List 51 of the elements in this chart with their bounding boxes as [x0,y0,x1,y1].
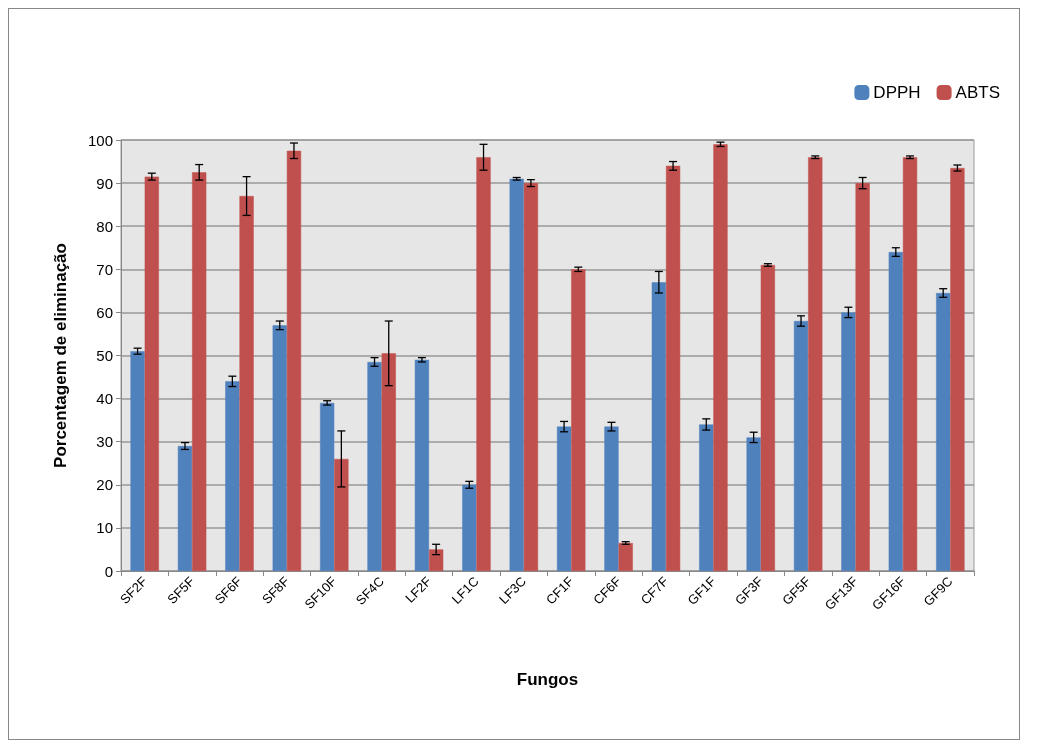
bar [571,269,586,571]
bar [476,157,491,571]
y-tick-label: 80 [96,217,113,235]
bar [604,426,619,571]
x-axis-title: Fungos [516,670,579,689]
bar [144,176,159,571]
bar [239,196,254,571]
bar [509,178,524,571]
y-tick-label: 30 [96,433,113,451]
y-tick-label: 50 [96,347,113,364]
bar [618,542,633,571]
y-tick-label: 40 [96,390,113,408]
bar [130,351,145,571]
bar [746,437,761,571]
bar [523,183,539,571]
bar [855,183,870,571]
bar [902,157,918,571]
bar [651,282,666,571]
bar [429,549,444,571]
bar [414,359,430,571]
legend-label: DPPH [873,83,921,102]
bar [699,424,714,571]
y-axis-title: Porcentagem de eliminação [51,243,70,468]
y-tick-label: 20 [96,476,113,494]
bar [272,325,287,571]
bar [320,402,335,571]
bar [841,312,856,571]
bar [192,172,207,571]
bar [225,381,240,571]
y-tick-label: 90 [96,174,113,192]
bar [381,353,396,571]
y-tick-label: 10 [96,519,113,537]
bar [888,252,903,571]
bar [367,361,382,571]
bar [334,458,349,571]
bar [177,446,193,571]
bar [950,168,965,571]
y-tick-label: 60 [96,303,113,321]
y-tick-label: 0 [104,562,113,580]
bar [936,293,951,571]
bar [713,144,728,571]
y-tick-label: 100 [87,131,113,149]
bar [808,157,823,571]
bar [556,426,572,571]
bar [793,321,809,571]
bar [462,484,477,571]
bar [665,165,681,571]
bar [286,150,302,571]
bar [760,264,775,571]
y-tick-label: 70 [96,260,113,278]
legend-label: ABTS [955,83,1001,102]
